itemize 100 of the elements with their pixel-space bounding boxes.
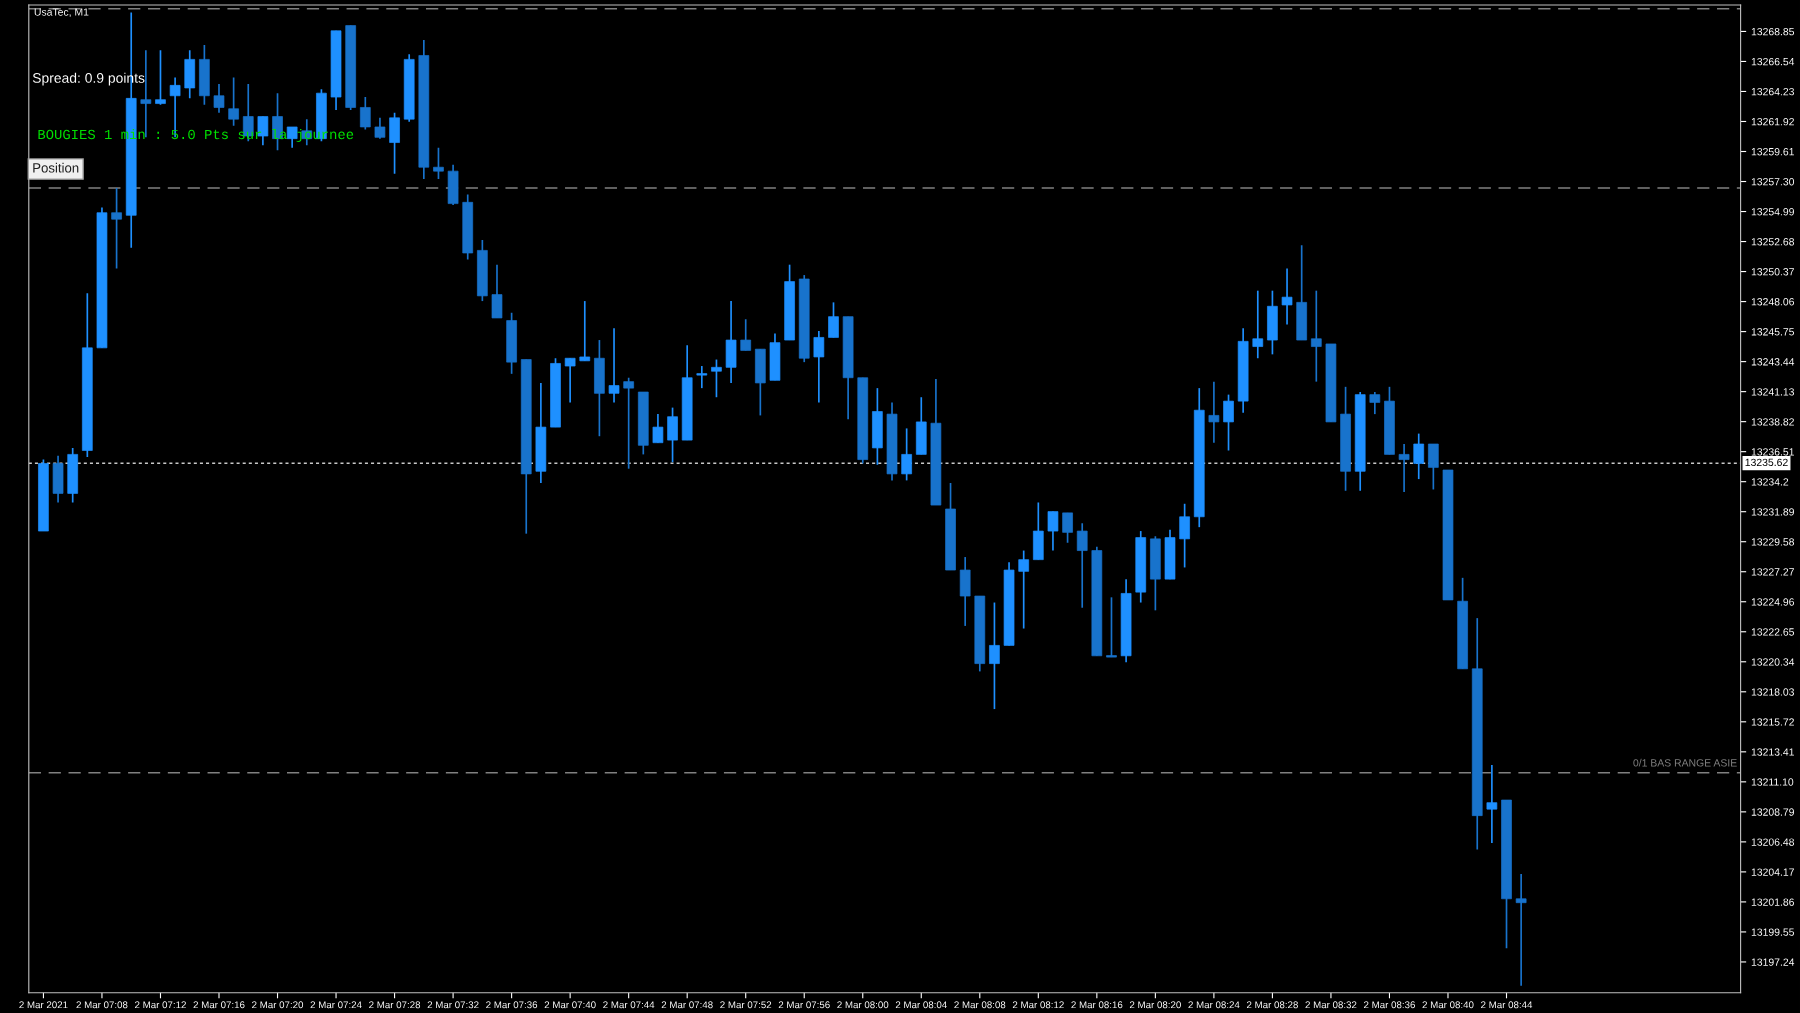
y-tick-label: 13259.61 bbox=[1751, 148, 1794, 156]
x-tick-label: 2 Mar 07:16 bbox=[193, 1001, 245, 1009]
ref-line-label: 0/1 BAS RANGE ASIE bbox=[1633, 758, 1737, 767]
x-tick-label: 2 Mar 08:32 bbox=[1305, 1001, 1357, 1009]
x-tick-label: 2 Mar 07:36 bbox=[486, 1001, 538, 1009]
y-tick-label: 13236.51 bbox=[1751, 448, 1794, 456]
y-tick-label: 13264.23 bbox=[1751, 87, 1795, 96]
candlestick bbox=[1310, 289, 1322, 383]
candlestick bbox=[1018, 549, 1030, 630]
candlestick bbox=[374, 117, 386, 140]
x-tick-label: 2 Mar 07:24 bbox=[310, 1001, 362, 1009]
x-tick-label: 2 Mar 08:20 bbox=[1129, 1001, 1181, 1009]
candlestick bbox=[696, 365, 708, 389]
candlestick bbox=[813, 330, 825, 404]
candlestick bbox=[1413, 432, 1425, 480]
y-tick-label: 13238.82 bbox=[1751, 418, 1794, 426]
x-tick-label: 2 Mar 08:08 bbox=[954, 1001, 1006, 1009]
candlestick bbox=[1047, 510, 1059, 552]
x-tick-label: 2 Mar 07:56 bbox=[778, 1001, 830, 1009]
y-tick-label: 13266.54 bbox=[1751, 57, 1795, 66]
candlestick bbox=[111, 187, 122, 270]
candlestick bbox=[1398, 443, 1410, 493]
y-tick-label: 13248.06 bbox=[1751, 298, 1795, 306]
y-tick-label: 13208.79 bbox=[1751, 808, 1794, 816]
candlestick bbox=[564, 357, 576, 404]
y-tick-label: 13197.24 bbox=[1751, 958, 1795, 966]
candlestick bbox=[740, 318, 752, 352]
y-tick-label: 13213.41 bbox=[1751, 748, 1794, 756]
y-tick-label: 13220.34 bbox=[1751, 658, 1795, 666]
candlestick bbox=[989, 601, 1000, 710]
candlestick bbox=[359, 96, 371, 131]
y-tick-label: 13222.65 bbox=[1751, 628, 1795, 636]
candlestick bbox=[1179, 502, 1190, 569]
candlestick bbox=[1252, 289, 1264, 360]
annotation: Position bbox=[33, 162, 79, 173]
candlestick bbox=[1208, 380, 1220, 444]
y-tick-label: 13227.27 bbox=[1751, 568, 1794, 576]
y-tick-label: 13268.85 bbox=[1751, 27, 1795, 36]
y-tick-label: 13250.37 bbox=[1751, 268, 1794, 276]
x-tick-label: 2 Mar 08:24 bbox=[1188, 1001, 1240, 1009]
y-tick-label: 13243.44 bbox=[1751, 358, 1795, 366]
candlestick bbox=[491, 263, 503, 319]
candlestick bbox=[608, 327, 620, 404]
candlestick bbox=[1486, 764, 1498, 844]
x-tick-label: 2 Mar 2021 bbox=[19, 1001, 68, 1009]
x-tick-label: 2 Mar 07:20 bbox=[252, 1001, 304, 1009]
candlestick bbox=[1515, 873, 1527, 987]
candlestick bbox=[1223, 393, 1234, 452]
y-tick-label: 13206.48 bbox=[1751, 838, 1795, 846]
y-tick-label: 13254.99 bbox=[1751, 208, 1794, 216]
x-tick-label: 2 Mar 07:08 bbox=[76, 1001, 128, 1009]
candlestick bbox=[667, 406, 678, 464]
x-tick-label: 2 Mar 07:12 bbox=[135, 1001, 186, 1009]
x-tick-label: 2 Mar 08:16 bbox=[1071, 1001, 1123, 1009]
ref-line-label: 13235.62 bbox=[1745, 458, 1788, 467]
y-tick-label: 13211.10 bbox=[1751, 778, 1794, 786]
candlestick bbox=[623, 376, 634, 470]
candlestick bbox=[1062, 512, 1073, 544]
y-tick-label: 13218.03 bbox=[1751, 688, 1795, 696]
x-tick-label: 2 Mar 07:44 bbox=[603, 1001, 655, 1009]
candlestick bbox=[213, 83, 225, 114]
y-tick-label: 13224.96 bbox=[1751, 598, 1795, 606]
y-tick-label: 13252.68 bbox=[1751, 238, 1795, 246]
candlestick bbox=[1106, 596, 1117, 658]
x-tick-label: 2 Mar 07:40 bbox=[544, 1001, 596, 1009]
y-tick-label: 13229.58 bbox=[1751, 538, 1795, 546]
x-tick-label: 2 Mar 08:36 bbox=[1364, 1001, 1415, 1009]
y-tick-label: 13199.55 bbox=[1751, 928, 1795, 936]
y-tick-label: 13241.13 bbox=[1751, 388, 1795, 396]
x-tick-label: 2 Mar 08:12 bbox=[1012, 1001, 1064, 1009]
candlestick bbox=[711, 358, 722, 399]
x-tick-label: 2 Mar 07:32 bbox=[427, 1001, 479, 1009]
candlestick bbox=[433, 146, 444, 180]
x-tick-label: 2 Mar 07:28 bbox=[369, 1001, 421, 1009]
candlestick bbox=[1076, 522, 1088, 609]
x-tick-label: 2 Mar 08:00 bbox=[837, 1001, 889, 1009]
candlestick bbox=[652, 413, 664, 444]
x-tick-label: 2 Mar 08:04 bbox=[895, 1001, 947, 1009]
y-tick-label: 13234.2 bbox=[1751, 478, 1789, 486]
x-tick-label: 2 Mar 07:52 bbox=[720, 1001, 772, 1009]
candlestick bbox=[901, 427, 912, 482]
x-tick-label: 2 Mar 08:40 bbox=[1422, 1001, 1474, 1009]
y-tick-label: 13261.92 bbox=[1751, 117, 1794, 126]
x-tick-label: 2 Mar 08:28 bbox=[1246, 1001, 1298, 1009]
candlestick bbox=[1428, 443, 1439, 491]
y-tick-label: 13257.30 bbox=[1751, 178, 1795, 186]
x-tick-label: 2 Mar 07:48 bbox=[661, 1001, 713, 1009]
candlestick bbox=[579, 300, 591, 362]
candlestick bbox=[1281, 267, 1293, 326]
candlestick bbox=[228, 76, 239, 127]
y-tick-label: 13201.86 bbox=[1751, 898, 1795, 906]
x-tick-label: 2 Mar 08:44 bbox=[1481, 1001, 1533, 1009]
y-tick-label: 13245.75 bbox=[1751, 328, 1795, 336]
candlestick bbox=[155, 49, 166, 106]
candlestick bbox=[828, 301, 839, 339]
y-tick-label: 13231.89 bbox=[1751, 508, 1794, 516]
y-tick-label: 13204.17 bbox=[1751, 868, 1794, 876]
y-tick-label: 13215.72 bbox=[1751, 718, 1794, 726]
candlestick bbox=[1369, 391, 1381, 415]
chart-title: UsaTec, M1 bbox=[34, 8, 89, 17]
